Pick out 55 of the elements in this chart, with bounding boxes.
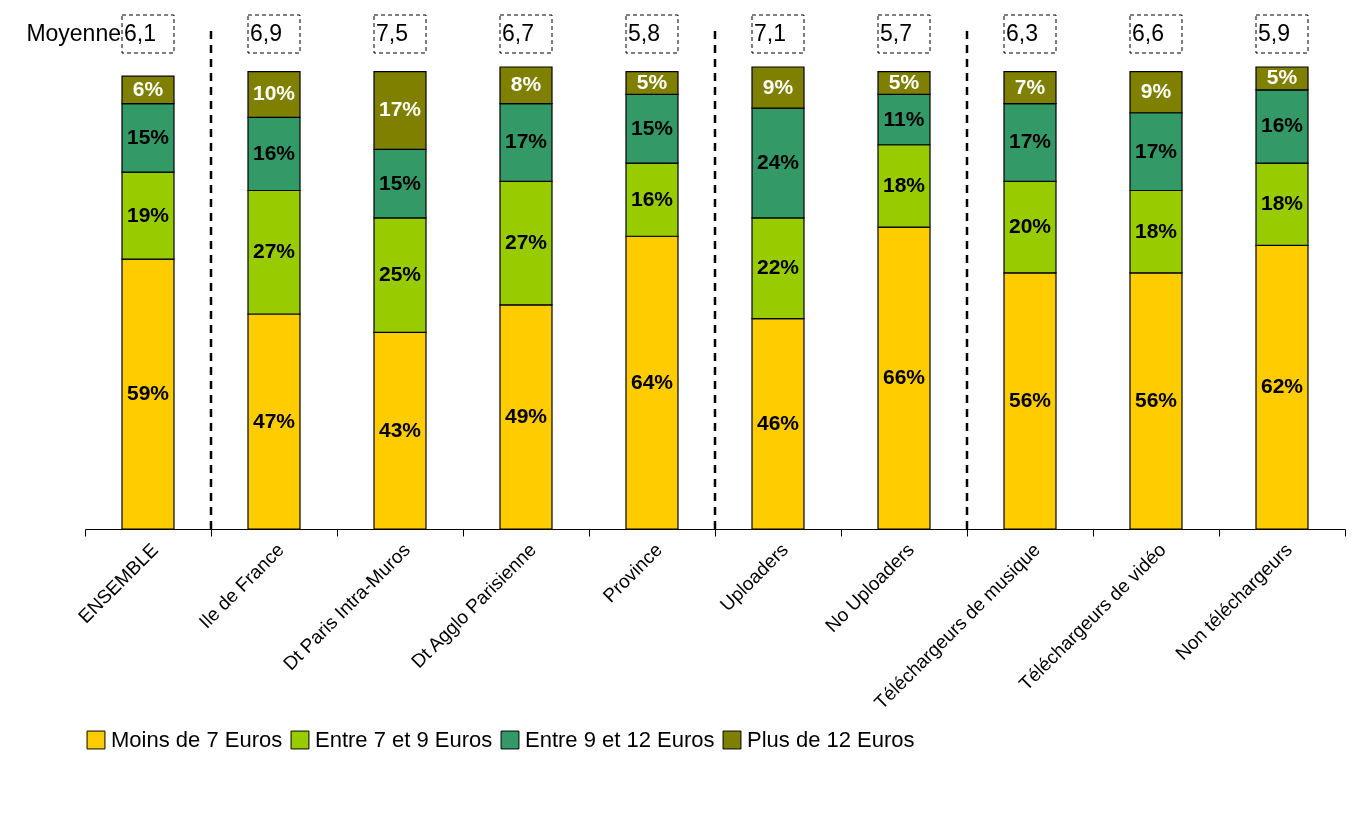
data-label: 16% bbox=[252, 140, 296, 164]
text: 7,1 bbox=[754, 20, 786, 46]
data-label: 9% bbox=[1140, 79, 1172, 103]
data-label: 56% bbox=[1134, 387, 1178, 411]
data-label: 64% bbox=[630, 369, 674, 393]
data-label: 17% bbox=[1134, 138, 1178, 162]
data-label: 15% bbox=[630, 115, 674, 139]
data-label: 27% bbox=[252, 239, 296, 263]
data-label: 18% bbox=[1260, 191, 1304, 215]
data-label: 62% bbox=[1260, 374, 1304, 398]
data-label: 7% bbox=[1014, 74, 1046, 98]
data-label: 47% bbox=[252, 408, 296, 432]
data-label: 5% bbox=[888, 70, 920, 94]
data-label: 10% bbox=[252, 81, 296, 105]
data-label: 17% bbox=[1008, 129, 1052, 153]
data-label: 56% bbox=[1008, 387, 1052, 411]
data-label: 5% bbox=[636, 70, 668, 94]
text: 7,5 bbox=[376, 20, 408, 46]
data-label: 15% bbox=[378, 170, 422, 194]
data-label: 49% bbox=[504, 403, 548, 427]
data-label: 46% bbox=[756, 410, 800, 434]
data-label: 5% bbox=[1266, 65, 1298, 89]
text: 6,1 bbox=[124, 20, 156, 46]
data-label: 66% bbox=[882, 365, 926, 389]
text: 6,7 bbox=[502, 20, 534, 46]
data-label: 19% bbox=[126, 202, 170, 226]
data-label: 8% bbox=[510, 72, 542, 96]
text: 5,7 bbox=[880, 20, 912, 46]
data-label: 17% bbox=[378, 97, 422, 121]
text: 6,6 bbox=[1132, 20, 1164, 46]
data-label: 18% bbox=[882, 172, 926, 196]
data-label: 9% bbox=[762, 74, 794, 98]
legend-label: Entre 9 et 12 Euros bbox=[525, 727, 715, 752]
data-label: 17% bbox=[504, 129, 548, 153]
data-label: 11% bbox=[883, 106, 925, 130]
data-label: 15% bbox=[126, 124, 170, 148]
data-label: 27% bbox=[504, 230, 548, 254]
text: 6,3 bbox=[1006, 20, 1038, 46]
text: 5,9 bbox=[1258, 20, 1290, 46]
data-label: 59% bbox=[126, 381, 170, 405]
data-label: 24% bbox=[756, 150, 800, 174]
data-label: 22% bbox=[756, 255, 800, 279]
data-label: 18% bbox=[1134, 218, 1178, 242]
data-label: 16% bbox=[630, 186, 674, 210]
text: Moyenne bbox=[26, 20, 121, 46]
data-label: 20% bbox=[1008, 214, 1052, 238]
legend-label: Moins de 7 Euros bbox=[111, 727, 283, 752]
text: 6,9 bbox=[250, 20, 282, 46]
data-label: 16% bbox=[1260, 113, 1304, 137]
legend-label: Entre 7 et 9 Euros bbox=[315, 727, 493, 752]
text: 5,8 bbox=[628, 20, 660, 46]
data-label: 43% bbox=[378, 417, 422, 441]
data-label: 6% bbox=[132, 76, 164, 100]
data-label: 25% bbox=[378, 262, 422, 286]
legend-label: Plus de 12 Euros bbox=[747, 727, 915, 752]
